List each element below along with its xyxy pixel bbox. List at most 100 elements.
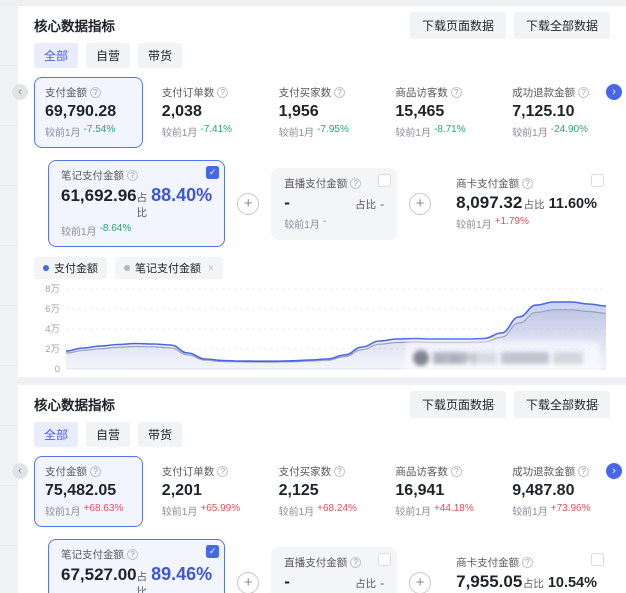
download-page-data-button[interactable]: 下载页面数据 <box>409 390 506 418</box>
info-icon[interactable]: ? <box>450 87 462 98</box>
breakdown-value: 67,527.00 <box>61 565 137 584</box>
info-icon[interactable]: ? <box>334 87 346 98</box>
plus-icon[interactable]: + <box>409 571 432 593</box>
metric-label: 商品访客数 <box>395 466 448 478</box>
checkbox-empty-icon[interactable] <box>591 552 604 566</box>
metric-card-pay-orders[interactable]: 支付订单数? 2,201 较前1月 +65.99% <box>151 456 260 527</box>
info-icon[interactable]: ? <box>522 556 534 568</box>
svg-text:0: 0 <box>55 364 60 375</box>
carousel-prev-button[interactable]: ‹ <box>12 84 28 100</box>
plus-icon[interactable]: + <box>237 571 260 593</box>
carousel-next-button[interactable]: › <box>606 463 622 479</box>
tab-affiliate[interactable]: 带货 <box>138 422 183 447</box>
metric-card-pay-orders[interactable]: 支付订单数? 2,038 较前1月 -7.41% <box>151 77 260 148</box>
checkbox-checked-icon[interactable]: ✓ <box>206 545 220 558</box>
download-page-data-button[interactable]: 下载页面数据 <box>409 11 506 39</box>
ratio-label: 占比 <box>355 198 377 211</box>
change-value: -8.64% <box>99 223 132 234</box>
info-icon[interactable]: ? <box>217 466 229 477</box>
info-icon[interactable]: ? <box>217 87 229 98</box>
chart-legend: 支付金额 笔记支付金额 × <box>34 257 610 279</box>
compare-label: 较前1月 <box>61 227 97 238</box>
carousel-prev-button[interactable]: ‹ <box>12 463 28 479</box>
ratio-value: - <box>380 196 385 211</box>
info-icon[interactable]: ? <box>127 549 138 560</box>
legend-label: 支付金额 <box>54 263 98 275</box>
metric-card-pay-buyers[interactable]: 支付买家数? 2,125 较前1月 +68.24% <box>268 456 377 527</box>
breakdown-label: 商卡支付金额 <box>456 556 520 569</box>
download-all-data-button[interactable]: 下载全部数据 <box>513 11 610 39</box>
metrics-row: 支付金额? 75,482.05 较前1月 +68.63% 支付订单数? 2,201… <box>34 456 610 527</box>
info-icon[interactable]: ? <box>350 177 362 189</box>
metric-card-pay-amount[interactable]: 支付金额? 75,482.05 较前1月 +68.63% <box>34 456 143 527</box>
compare-label: 较前1月 <box>512 128 548 139</box>
breakdown-card-live-pay[interactable]: 直播支付金额? - 占比- 较前1月- <box>271 167 398 240</box>
info-icon[interactable]: ? <box>350 556 362 568</box>
download-all-data-button[interactable]: 下载全部数据 <box>513 390 610 418</box>
metric-card-pay-buyers[interactable]: 支付买家数? 1,956 较前1月 -7.95% <box>268 77 377 148</box>
change-value: +73.96% <box>550 503 591 514</box>
breakdown-value: - <box>284 571 290 591</box>
compare-label: 较前1月 <box>395 128 431 139</box>
change-value: +68.63% <box>83 503 124 514</box>
close-icon[interactable]: × <box>208 262 214 274</box>
breakdown-card-product-card-pay[interactable]: 商卡支付金额? 8,097.32 占比 11.60% 较前1月 +1.79% <box>443 168 610 240</box>
tab-all[interactable]: 全部 <box>34 43 79 68</box>
plus-icon[interactable]: + <box>237 192 260 215</box>
metric-card-refund-amount[interactable]: 成功退款金额? 7,125.10 较前1月 -24.90% <box>501 77 610 148</box>
info-icon[interactable]: ? <box>90 87 101 98</box>
legend-item-pay-amount[interactable]: 支付金额 <box>34 257 107 279</box>
change-value: - <box>322 215 327 227</box>
info-icon[interactable]: ? <box>450 466 462 477</box>
metric-label: 支付金额 <box>45 87 87 99</box>
breakdown-value: 8,097.32 <box>456 192 523 212</box>
metric-label: 支付订单数 <box>161 466 215 478</box>
info-icon[interactable]: ? <box>127 170 138 181</box>
compare-label: 较前1月 <box>45 507 81 518</box>
carousel-next-button[interactable]: › <box>606 84 622 100</box>
plus-icon[interactable]: + <box>409 192 432 215</box>
metric-value: 9,487.80 <box>512 482 575 499</box>
core-metrics-panel-1: 核心数据指标 下载页面数据 下载全部数据 全部 自营 带货 支付金额? 69,7… <box>12 6 626 377</box>
breakdown-value: - <box>284 192 290 212</box>
breakdown-value: 7,955.05 <box>456 571 523 591</box>
checkbox-empty-icon[interactable] <box>591 173 604 187</box>
compare-label: 较前1月 <box>161 507 198 518</box>
checkbox-empty-icon[interactable] <box>378 173 392 187</box>
metric-card-product-visitors[interactable]: 商品访客数? 15,465 较前1月 -8.71% <box>384 77 493 148</box>
tab-self-operated[interactable]: 自营 <box>86 422 131 447</box>
ratio-value: 11.60% <box>548 195 597 212</box>
info-icon[interactable]: ? <box>90 466 101 477</box>
info-icon[interactable]: ? <box>578 466 590 477</box>
metric-card-product-visitors[interactable]: 商品访客数? 16,941 较前1月 +44.18% <box>384 456 493 527</box>
breakdown-card-live-pay[interactable]: 直播支付金额? - 占比- 较前1月- <box>271 546 398 593</box>
legend-item-note-pay-amount[interactable]: 笔记支付金额 × <box>115 257 223 279</box>
info-icon[interactable]: ? <box>578 87 590 98</box>
area-chart[interactable]: 0 2万 4万 6万 8万 <box>34 281 610 377</box>
info-icon[interactable]: ? <box>334 466 346 477</box>
metric-value: 15,465 <box>395 103 445 120</box>
metric-label: 支付买家数 <box>278 87 332 99</box>
metric-value: 2,125 <box>278 482 319 499</box>
scope-tabs: 全部 自营 带货 <box>34 43 610 68</box>
tab-all[interactable]: 全部 <box>34 422 79 447</box>
metric-value: 1,956 <box>278 103 319 120</box>
page-background-left-strip <box>0 6 18 593</box>
metric-card-refund-amount[interactable]: 成功退款金额? 9,487.80 较前1月 +73.96% <box>501 456 610 527</box>
tab-self-operated[interactable]: 自营 <box>86 43 131 68</box>
checkbox-empty-icon[interactable] <box>378 552 392 566</box>
breakdown-card-note-pay[interactable]: ✓ 笔记支付金额? 61,692.96 占比 88.40% 较前1月 -8.64% <box>48 160 226 247</box>
metric-label: 支付买家数 <box>278 466 332 478</box>
metric-card-pay-amount[interactable]: 支付金额? 69,790.28 较前1月 -7.54% <box>34 77 143 148</box>
metric-value: 16,941 <box>395 482 445 499</box>
tab-affiliate[interactable]: 带货 <box>138 43 183 68</box>
change-value: -7.41% <box>200 124 233 135</box>
scope-tabs: 全部 自营 带货 <box>34 422 610 447</box>
breakdown-label: 商卡支付金额 <box>456 177 520 190</box>
legend-label: 笔记支付金额 <box>135 263 201 275</box>
info-icon[interactable]: ? <box>522 177 534 189</box>
checkbox-checked-icon[interactable]: ✓ <box>206 166 220 179</box>
ratio-value: - <box>380 575 385 590</box>
